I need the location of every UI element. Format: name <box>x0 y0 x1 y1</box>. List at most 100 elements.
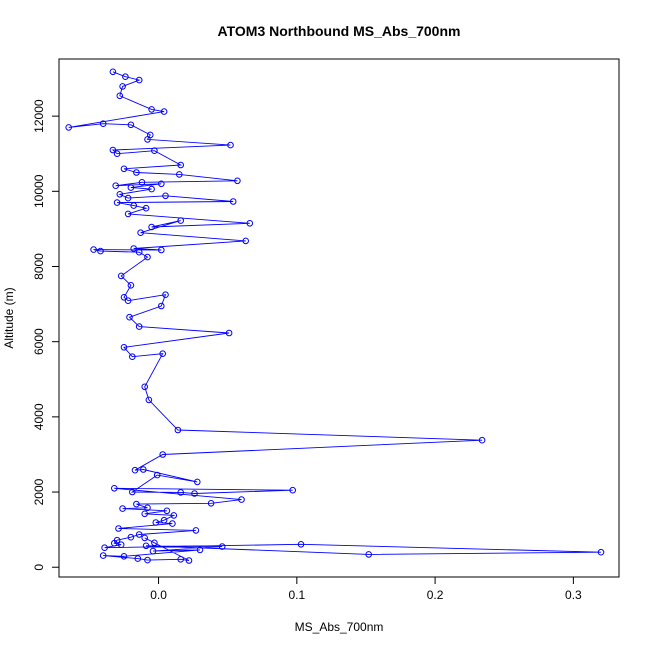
data-point <box>289 486 297 494</box>
data-point <box>177 217 184 224</box>
data-point <box>126 313 133 321</box>
data-point <box>160 516 168 524</box>
data-point <box>135 76 143 84</box>
data-point <box>170 512 178 519</box>
y-tick-label: 8000 <box>32 253 46 280</box>
data-point <box>177 161 184 169</box>
data-point <box>148 223 155 231</box>
data-point <box>191 490 198 497</box>
data-point <box>242 237 249 245</box>
data-point <box>153 471 161 479</box>
data-point <box>478 436 486 444</box>
data-point <box>176 171 183 178</box>
data-point <box>225 329 233 337</box>
data-point <box>151 539 158 547</box>
data-point <box>119 83 126 90</box>
data-point <box>120 165 128 173</box>
data-point <box>133 500 140 508</box>
data-point <box>130 202 137 209</box>
data-point <box>117 272 125 280</box>
plot-area <box>65 68 605 564</box>
data-point <box>246 220 254 227</box>
data-point <box>115 525 122 532</box>
data-point <box>120 294 128 301</box>
data-point <box>159 451 166 458</box>
chart-title: ATOM3 Northbound MS_Abs_700nm <box>218 23 461 39</box>
data-point <box>131 466 139 474</box>
data-point <box>149 547 157 555</box>
data-point <box>117 541 125 549</box>
data-point <box>99 552 107 559</box>
data-point <box>163 507 171 515</box>
data-point <box>134 555 142 562</box>
data-point <box>229 198 237 205</box>
x-axis-label: MS_Abs_700nm <box>295 620 384 634</box>
data-point <box>218 543 226 550</box>
data-point <box>144 136 151 143</box>
data-point <box>124 194 132 202</box>
data-point <box>112 182 119 189</box>
data-point <box>169 520 176 527</box>
data-point <box>120 553 128 560</box>
data-point <box>133 169 140 176</box>
data-point <box>159 350 166 358</box>
data-point <box>192 527 200 534</box>
data-point <box>130 245 137 252</box>
data-point <box>152 519 160 526</box>
x-axis: 0.0 0.1 0.2 0.3 <box>150 576 582 602</box>
data-point <box>135 531 143 538</box>
data-point <box>65 124 72 131</box>
data-point <box>162 192 169 200</box>
data-point <box>127 282 135 289</box>
data-point <box>99 120 107 127</box>
y-tick-label: 10000 <box>32 174 46 208</box>
y-axis: 0 2000 4000 6000 8000 10000 12000 <box>32 99 60 571</box>
data-point <box>177 489 184 496</box>
data-point <box>177 556 184 563</box>
data-point <box>135 248 143 256</box>
data-point <box>158 302 165 310</box>
data-point <box>162 291 169 299</box>
y-tick-label: 2000 <box>32 478 46 505</box>
data-point <box>129 353 136 361</box>
data-point <box>148 106 155 113</box>
data-point <box>138 179 146 186</box>
data-point <box>160 108 168 115</box>
data-point <box>238 496 245 503</box>
data-point <box>113 150 121 157</box>
data-point <box>120 344 128 351</box>
data-point <box>185 557 193 564</box>
data-point <box>144 504 151 512</box>
y-tick-label: 0 <box>32 564 46 571</box>
data-point <box>101 544 108 552</box>
data-point <box>127 184 135 191</box>
x-tick-label: 0.0 <box>150 588 167 602</box>
x-tick-label: 0.1 <box>288 588 305 602</box>
data-point <box>109 68 117 76</box>
data-point <box>135 323 143 330</box>
y-tick-label: 4000 <box>32 403 46 430</box>
data-point <box>111 485 118 492</box>
data-point <box>109 146 117 154</box>
data-point <box>127 121 135 129</box>
data-point <box>158 246 165 254</box>
data-point <box>116 92 124 100</box>
x-tick-label: 0.2 <box>427 588 444 602</box>
data-point <box>140 466 147 473</box>
data-point <box>124 210 132 218</box>
data-point <box>142 542 150 550</box>
data-point <box>144 556 151 564</box>
x-tick-label: 0.3 <box>565 588 582 602</box>
data-point <box>207 500 215 507</box>
data-point <box>151 147 158 154</box>
data-point <box>127 533 135 541</box>
y-tick-label: 12000 <box>32 99 46 133</box>
data-point <box>129 488 136 496</box>
data-point <box>145 396 153 404</box>
y-axis-label: Altitude (m) <box>2 287 16 348</box>
data-point <box>194 478 201 486</box>
data-point <box>227 141 234 149</box>
data-point <box>116 191 124 198</box>
